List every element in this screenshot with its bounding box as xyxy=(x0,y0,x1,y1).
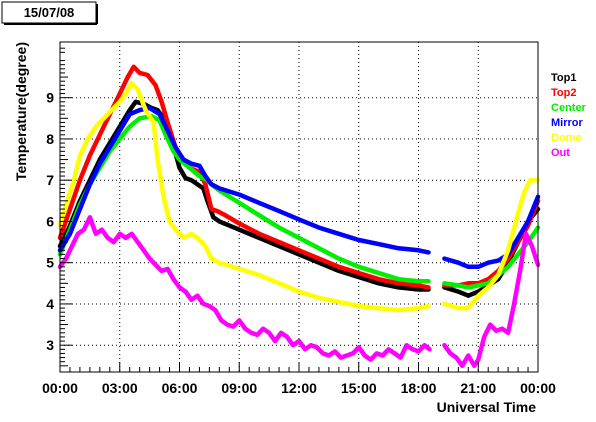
axis-ticks xyxy=(59,47,539,372)
legend-entry-mirror: Mirror xyxy=(551,117,584,129)
x-tick-label: 12:00 xyxy=(281,380,317,396)
legend-entry-dome: Dome xyxy=(551,132,582,144)
y-axis-title: Temperature(degree) xyxy=(13,42,29,181)
series-layer xyxy=(57,64,541,369)
legend-entry-out: Out xyxy=(551,147,570,159)
series-line-out-after-gap xyxy=(442,231,541,369)
y-tick-label: 9 xyxy=(46,90,54,106)
date-label: 15/07/08 xyxy=(24,5,75,20)
date-box: 15/07/08 xyxy=(1,1,98,25)
series-line-dome-before-gap xyxy=(57,81,431,313)
series-line-out-before-gap xyxy=(57,215,432,362)
y-tick-label: 3 xyxy=(46,337,54,353)
series-line-mirror-before-gap xyxy=(57,105,431,255)
legend-entry-top2: Top2 xyxy=(551,87,576,99)
legend: Top1 Top2 Center Mirror Dome Out xyxy=(551,72,587,159)
x-tick-label: 21:00 xyxy=(460,380,496,396)
y-tick-label: 7 xyxy=(46,172,54,188)
legend-entry-top1: Top1 xyxy=(551,72,576,84)
x-axis-title: Universal Time xyxy=(437,399,537,415)
x-tick-label: 00:00 xyxy=(42,380,78,396)
series-line-mirror-after-gap xyxy=(442,194,541,270)
y-tick-label: 4 xyxy=(46,296,54,312)
legend-entry-center: Center xyxy=(551,102,587,114)
x-tick-label: 15:00 xyxy=(341,380,377,396)
y-tick-label: 5 xyxy=(46,255,54,271)
x-tick-label: 06:00 xyxy=(162,380,198,396)
y-tick-label: 6 xyxy=(46,213,54,229)
y-tick-label: 8 xyxy=(46,131,54,147)
x-tick-label: 18:00 xyxy=(401,380,437,396)
x-tick-label: 00:00 xyxy=(520,380,556,396)
tick-labels: 00:00 03:00 06:00 09:00 12:00 15:00 18:00 21:00… xyxy=(42,90,556,396)
x-tick-label: 09:00 xyxy=(221,380,257,396)
x-tick-label: 03:00 xyxy=(102,380,138,396)
series-line-dome-after-gap xyxy=(442,177,541,311)
